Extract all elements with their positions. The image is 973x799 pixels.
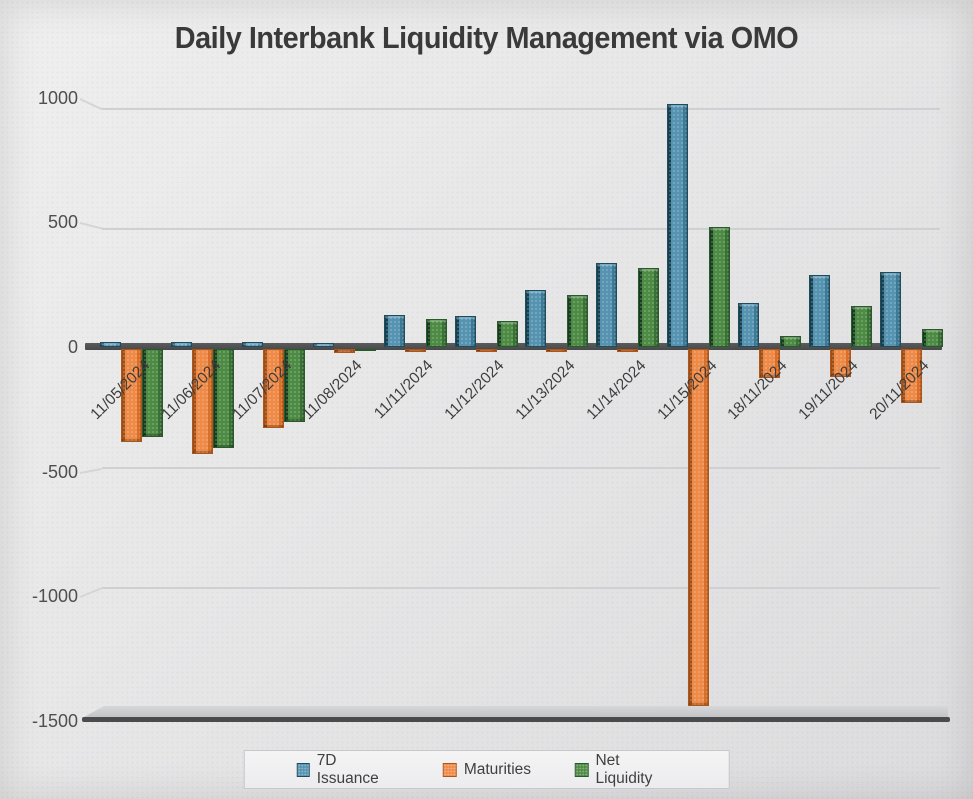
bar-maturities-11/11/2024[interactable] <box>404 349 426 352</box>
legend-label: Net Liquidity <box>595 751 653 787</box>
bar-7d-issuance-11/13/2024[interactable] <box>525 289 547 347</box>
legend-label: Maturities <box>463 760 532 778</box>
bar-7d-issuance-11/14/2024[interactable] <box>596 263 618 347</box>
gridline-connector <box>79 587 103 599</box>
bar-maturities-11/07/2024[interactable] <box>263 349 285 428</box>
bar-maturities-11/14/2024[interactable] <box>617 349 639 352</box>
bar-maturities-11/13/2024[interactable] <box>546 349 568 352</box>
bar-maturities-20/11/2024[interactable] <box>900 349 922 403</box>
legend-swatch-icon <box>442 762 457 777</box>
bar-net-liquidity-18/11/2024[interactable] <box>779 335 801 347</box>
bar-7d-issuance-11/07/2024[interactable] <box>242 341 264 347</box>
y-axis-tick-label: 1000 <box>37 87 78 108</box>
bar-net-liquidity-11/13/2024[interactable] <box>567 294 589 347</box>
gridline <box>102 108 940 110</box>
gridline-connector <box>79 467 103 474</box>
gridline <box>102 587 940 590</box>
bar-net-liquidity-20/11/2024[interactable] <box>921 329 943 347</box>
bar-net-liquidity-11/12/2024[interactable] <box>496 320 518 347</box>
bar-maturities-19/11/2024[interactable] <box>829 349 851 377</box>
legend-item-maturities[interactable]: Maturities <box>442 760 532 779</box>
bar-7d-issuance-11/15/2024[interactable] <box>667 103 689 347</box>
legend-item-7d-issuance[interactable]: 7D Issuance <box>296 752 399 788</box>
bar-net-liquidity-11/06/2024[interactable] <box>213 349 235 448</box>
legend-swatch-icon <box>575 762 589 777</box>
bar-7d-issuance-19/11/2024[interactable] <box>808 274 830 347</box>
chart-title: Daily Interbank Liquidity Management via… <box>174 20 799 55</box>
chart-floor <box>84 706 948 717</box>
chart-floor-edge <box>82 717 950 722</box>
bar-maturities-18/11/2024[interactable] <box>758 349 780 379</box>
gridline <box>102 467 940 470</box>
y-axis-tick-label: -500 <box>41 461 78 482</box>
y-axis-tick-label: -1000 <box>31 586 78 607</box>
x-axis-tick-label: 11/13/2024 <box>512 357 579 424</box>
bar-net-liquidity-11/07/2024[interactable] <box>284 349 306 422</box>
x-axis-tick-label: 11/14/2024 <box>583 357 650 424</box>
y-axis-tick-label: 0 <box>67 336 78 357</box>
bar-7d-issuance-11/08/2024[interactable] <box>312 343 334 347</box>
bar-maturities-11/15/2024[interactable] <box>688 349 710 706</box>
chart-legend[interactable]: 7D Issuance Maturities Net Liquidity <box>243 750 730 789</box>
x-axis-tick-label: 11/11/2024 <box>371 357 437 423</box>
bar-net-liquidity-11/15/2024[interactable] <box>709 227 731 347</box>
bar-maturities-11/05/2024[interactable] <box>121 349 143 442</box>
legend-swatch-icon <box>296 762 310 777</box>
y-axis-tick-label: 500 <box>47 212 78 233</box>
bar-7d-issuance-11/05/2024[interactable] <box>100 341 122 347</box>
bar-7d-issuance-11/11/2024[interactable] <box>383 314 405 347</box>
bar-net-liquidity-19/11/2024[interactable] <box>850 305 872 347</box>
gridline-connector <box>79 97 103 110</box>
bar-maturities-11/06/2024[interactable] <box>192 349 214 455</box>
bar-7d-issuance-18/11/2024[interactable] <box>737 303 759 347</box>
gridline <box>102 227 940 230</box>
bar-net-liquidity-11/05/2024[interactable] <box>142 349 164 437</box>
bar-7d-issuance-11/06/2024[interactable] <box>171 341 193 347</box>
bar-net-liquidity-11/11/2024[interactable] <box>425 319 447 347</box>
bar-net-liquidity-11/08/2024[interactable] <box>354 349 376 351</box>
bar-maturities-11/08/2024[interactable] <box>333 349 355 354</box>
bar-7d-issuance-11/12/2024[interactable] <box>454 315 476 347</box>
x-axis-tick-label: 11/08/2024 <box>299 357 366 424</box>
legend-item-net-liquidity[interactable]: Net Liquidity <box>575 752 677 788</box>
gridline-connector <box>79 222 103 230</box>
legend-label: 7D Issuance <box>316 751 379 787</box>
y-axis-tick-label: -1500 <box>31 710 78 731</box>
bar-net-liquidity-11/14/2024[interactable] <box>638 268 660 347</box>
bar-maturities-11/12/2024[interactable] <box>475 349 497 352</box>
bar-7d-issuance-20/11/2024[interactable] <box>879 272 901 347</box>
x-axis-tick-label: 11/12/2024 <box>441 357 508 424</box>
